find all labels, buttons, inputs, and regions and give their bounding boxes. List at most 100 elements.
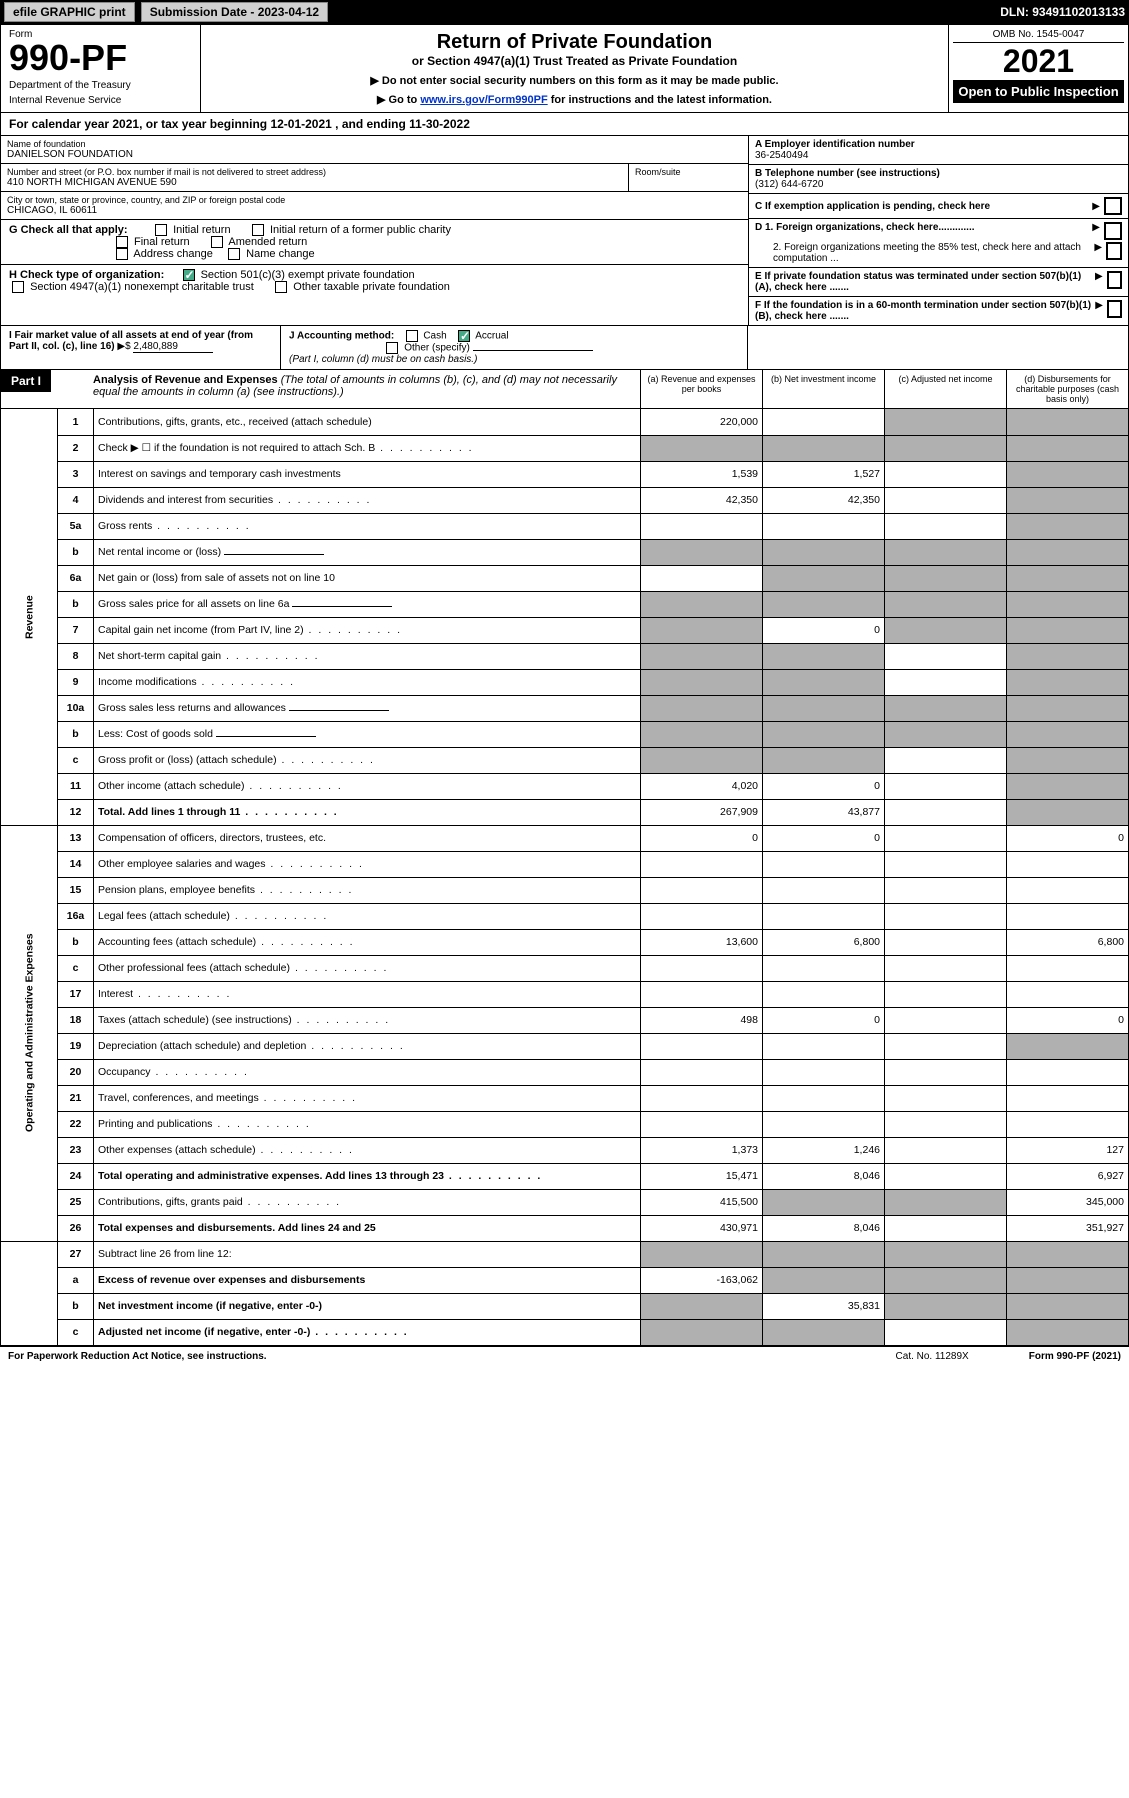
amount-cell — [885, 643, 1007, 669]
line-desc: Travel, conferences, and meetings — [94, 1085, 641, 1111]
col-c-head: (c) Adjusted net income — [884, 370, 1006, 408]
line-desc: Contributions, gifts, grants, etc., rece… — [94, 409, 641, 435]
d1-checkbox[interactable] — [1104, 222, 1122, 240]
amount-cell — [641, 1111, 763, 1137]
final-return-checkbox[interactable] — [116, 236, 128, 248]
address-change-checkbox[interactable] — [116, 248, 128, 260]
initial-former-checkbox[interactable] — [252, 224, 264, 236]
amount-cell: 0 — [763, 825, 885, 851]
amount-cell — [1007, 513, 1129, 539]
amount-cell — [885, 1033, 1007, 1059]
amount-cell — [1007, 591, 1129, 617]
line-number: 1 — [58, 409, 94, 435]
amount-cell — [641, 539, 763, 565]
initial-return-checkbox[interactable] — [155, 224, 167, 236]
accrual-checkbox[interactable] — [458, 330, 470, 342]
amount-cell: 1,527 — [763, 461, 885, 487]
amount-cell — [641, 591, 763, 617]
amount-cell — [641, 1293, 763, 1319]
amount-cell — [763, 1319, 885, 1345]
amount-cell: 0 — [763, 617, 885, 643]
d2-checkbox[interactable] — [1106, 242, 1122, 260]
e-checkbox[interactable] — [1107, 271, 1122, 289]
name-label: Name of foundation — [7, 139, 742, 149]
amount-cell — [763, 1111, 885, 1137]
amount-cell — [885, 1007, 1007, 1033]
4947-checkbox[interactable] — [12, 281, 24, 293]
goto-note: ▶ Go to www.irs.gov/Form990PF for instru… — [213, 93, 936, 106]
irs-link[interactable]: www.irs.gov/Form990PF — [420, 94, 547, 106]
amount-cell — [885, 669, 1007, 695]
efile-button[interactable]: efile GRAPHIC print — [4, 2, 135, 22]
amount-cell — [1007, 435, 1129, 461]
amount-cell — [1007, 773, 1129, 799]
omb-number: OMB No. 1545-0047 — [953, 29, 1124, 43]
line-desc: Gross sales less returns and allowances — [94, 695, 641, 721]
amount-cell: 498 — [641, 1007, 763, 1033]
amount-cell: 6,800 — [1007, 929, 1129, 955]
dln-label: DLN: 93491102013133 — [1000, 5, 1125, 19]
amount-cell — [641, 747, 763, 773]
f-checkbox[interactable] — [1107, 300, 1122, 318]
line-desc: Taxes (attach schedule) (see instruction… — [94, 1007, 641, 1033]
amount-cell: 4,020 — [641, 773, 763, 799]
amount-cell — [885, 877, 1007, 903]
line-number: 25 — [58, 1189, 94, 1215]
foundation-address: 410 NORTH MICHIGAN AVENUE 590 — [7, 177, 622, 188]
amount-cell: 42,350 — [763, 487, 885, 513]
amount-cell — [1007, 695, 1129, 721]
amount-cell: 430,971 — [641, 1215, 763, 1241]
amount-cell — [885, 1163, 1007, 1189]
city-label: City or town, state or province, country… — [7, 195, 742, 205]
amount-cell: 351,927 — [1007, 1215, 1129, 1241]
amount-cell — [885, 1189, 1007, 1215]
amended-return-checkbox[interactable] — [211, 236, 223, 248]
line-desc: Total expenses and disbursements. Add li… — [94, 1215, 641, 1241]
amount-cell — [885, 747, 1007, 773]
form-number: 990-PF — [9, 40, 192, 76]
j-label: J Accounting method: — [289, 331, 394, 342]
line-desc: Depreciation (attach schedule) and deple… — [94, 1033, 641, 1059]
line-number: c — [58, 747, 94, 773]
line-desc: Net rental income or (loss) — [94, 539, 641, 565]
calendar-year: For calendar year 2021, or tax year begi… — [0, 113, 1129, 136]
other-method-checkbox[interactable] — [386, 342, 398, 354]
amount-cell — [1007, 1033, 1129, 1059]
line-number: 6a — [58, 565, 94, 591]
c-checkbox[interactable] — [1104, 197, 1122, 215]
amount-cell — [885, 565, 1007, 591]
amount-cell — [763, 747, 885, 773]
501c3-checkbox[interactable] — [183, 269, 195, 281]
amount-cell: 8,046 — [763, 1163, 885, 1189]
amount-cell: 13,600 — [641, 929, 763, 955]
top-bar: efile GRAPHIC print Submission Date - 20… — [0, 0, 1129, 24]
amount-cell: 415,500 — [641, 1189, 763, 1215]
amount-cell — [641, 1033, 763, 1059]
amount-cell — [1007, 955, 1129, 981]
submission-date: Submission Date - 2023-04-12 — [141, 2, 328, 22]
line-number: 7 — [58, 617, 94, 643]
page-footer: For Paperwork Reduction Act Notice, see … — [0, 1346, 1129, 1366]
amount-cell — [1007, 903, 1129, 929]
amount-cell: -163,062 — [641, 1267, 763, 1293]
amount-cell — [1007, 1293, 1129, 1319]
amount-cell: 6,927 — [1007, 1163, 1129, 1189]
amount-cell — [763, 877, 885, 903]
amount-cell: 35,831 — [763, 1293, 885, 1319]
amount-cell — [763, 981, 885, 1007]
amount-cell — [763, 1033, 885, 1059]
amount-cell: 267,909 — [641, 799, 763, 825]
other-taxable-checkbox[interactable] — [275, 281, 287, 293]
paperwork-notice: For Paperwork Reduction Act Notice, see … — [8, 1351, 267, 1362]
amount-cell — [641, 851, 763, 877]
amount-cell — [641, 1059, 763, 1085]
cash-checkbox[interactable] — [406, 330, 418, 342]
ein-label: A Employer identification number — [755, 139, 1122, 150]
f-label: F If the foundation is in a 60-month ter… — [755, 300, 1095, 322]
amount-cell — [763, 409, 885, 435]
name-change-checkbox[interactable] — [228, 248, 240, 260]
open-inspection: Open to Public Inspection — [953, 80, 1124, 103]
line-desc: Accounting fees (attach schedule) — [94, 929, 641, 955]
line-desc: Gross sales price for all assets on line… — [94, 591, 641, 617]
amount-cell: 345,000 — [1007, 1189, 1129, 1215]
